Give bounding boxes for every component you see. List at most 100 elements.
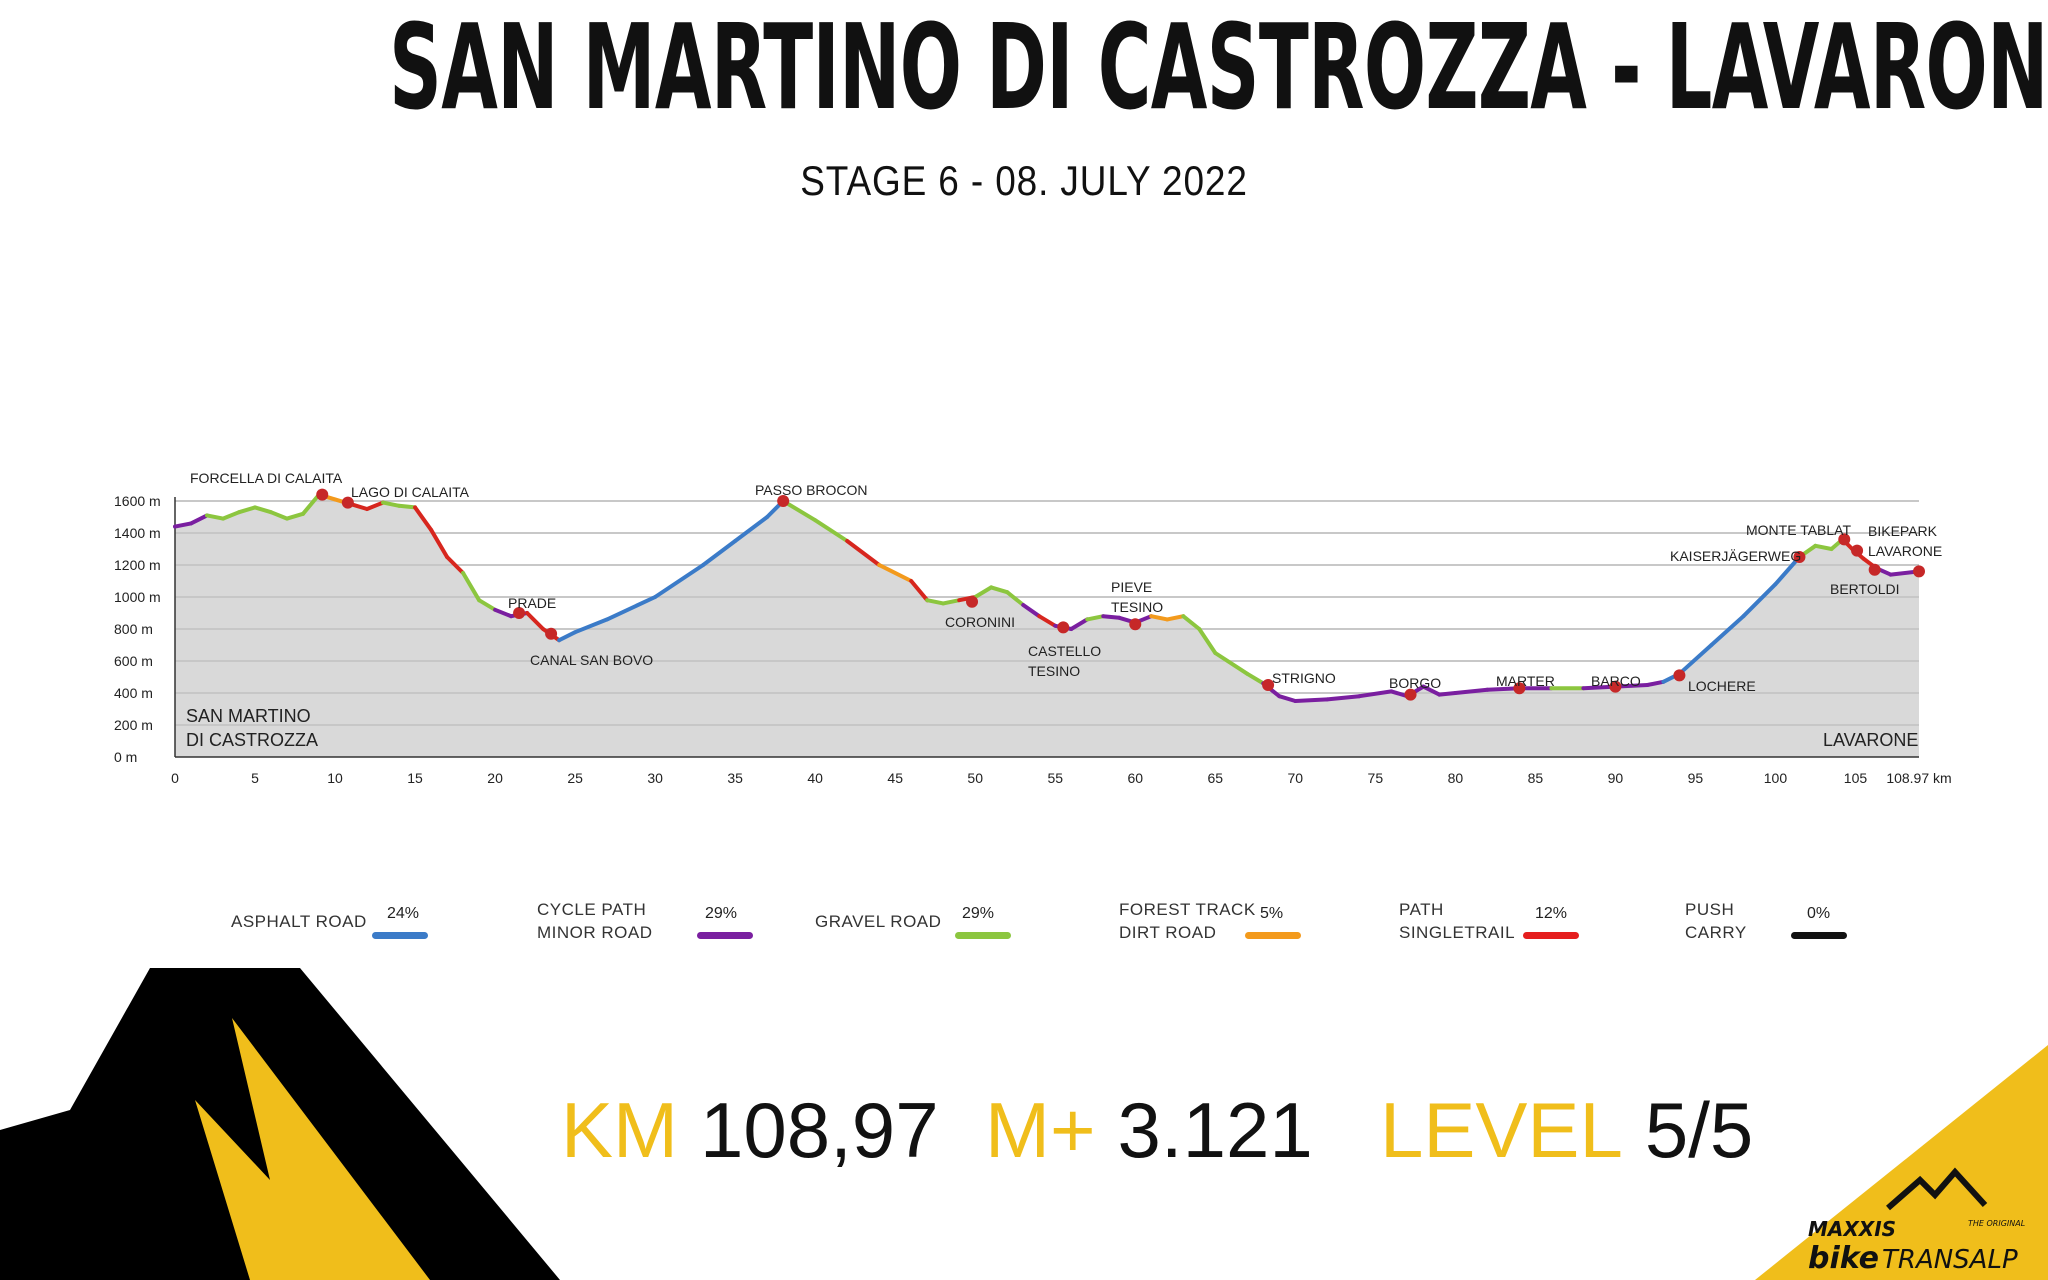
legend-swatch [697,932,753,939]
waypoint-label: PASSO BROCON [755,482,868,498]
legend-pct: 5% [1260,905,1284,922]
legend-swatch [1523,932,1579,939]
profile-segment [1421,684,1442,697]
x-tick-label: 100 [1764,770,1788,786]
waypoint-label: CORONINI [945,614,1015,630]
legend-label: GRAVEL ROAD [815,912,942,931]
profile-segment [1677,643,1714,676]
x-tick-label: 85 [1528,770,1544,786]
profile-segment [221,510,242,521]
y-tick-label: 200 m [114,717,153,733]
legend-pct: 29% [962,905,995,922]
profile-segment [989,585,1010,595]
legend-pct: 12% [1535,905,1568,922]
stat-level-value: 5/5 [1644,1086,1754,1174]
waypoint-marker [316,488,329,501]
waypoint-label: BORGO [1389,675,1441,691]
legend-asphalt: ASPHALT ROAD 24% [231,898,431,948]
profile-segment [301,492,322,516]
profile-segment [653,563,706,599]
legend-gravel: GRAVEL ROAD 29% [815,898,1015,948]
legend-label: PUSH CARRY [1685,900,1747,942]
profile-segment [237,505,258,515]
profile-segment [1005,590,1026,607]
x-tick-label: 80 [1448,770,1464,786]
waypoint-label: MONTE TABLAT [1746,522,1851,538]
profile-segment [573,617,610,635]
profile-segment [845,539,882,567]
profile-segment [941,598,962,606]
profile-segment [1773,555,1802,587]
x-tick-label: 45 [887,770,903,786]
corner-yellow-shape [1755,1045,2048,1280]
x-tick-label: 65 [1207,770,1223,786]
profile-segment [285,511,306,521]
legend-path: PATH SINGLETRAIL 12% [1399,898,1599,948]
y-tick-label: 1200 m [114,557,161,573]
waypoint-label: PRADE [508,595,556,611]
profile-segment [1741,582,1778,619]
legend-label: CYCLE PATH MINOR ROAD [537,900,653,942]
waypoint-label: PIEVE [1111,579,1152,595]
waypoint-marker [1262,679,1275,691]
x-tick-label: 35 [727,770,743,786]
waypoint-label: LAVARONE [1868,543,1942,559]
waypoint-marker [1851,544,1864,557]
profile-segment [1813,543,1834,551]
waypoint-marker [545,627,558,640]
waypoint-marker [513,607,526,619]
y-tick-label: 1000 m [114,589,161,605]
profile-segment [525,611,546,631]
legend-label: FOREST TRACK DIRT ROAD [1119,900,1256,942]
waypoint-marker [777,495,790,507]
waypoint-label: TESINO [1111,599,1163,615]
profile-segment [189,513,210,526]
legend-swatch [955,932,1011,939]
waypoint-marker [1673,669,1686,682]
y-tick-label: 800 m [114,621,153,637]
waypoint-label: LOCHERE [1688,678,1756,694]
profile-segment [605,595,658,622]
profile-segment [1437,691,1458,697]
profile-segment [205,513,226,521]
profile-segment [1709,614,1746,647]
waypoint-marker [1057,621,1070,634]
maxxis-transalp-logo: MAXXIS THE ORIGINAL bike TRANSALP [1808,1167,2025,1276]
logo-tag-text: THE ORIGINAL [1968,1219,2025,1228]
profile-segment [397,503,418,510]
waypoint-marker [1868,563,1881,576]
waypoint-label: BIKEPARK [1868,523,1938,539]
x-tick-label: 0 [171,770,179,786]
waypoint-label: CASTELLO [1028,643,1101,659]
stat-distance-key: KM [561,1086,678,1174]
legend-pct: 0% [1807,905,1831,922]
legend-cycle: CYCLE PATH MINOR ROAD 29% [537,898,767,948]
profile-segment [349,502,370,511]
x-tick-label: 20 [487,770,503,786]
profile-segment [1645,679,1666,687]
legend-push: PUSH CARRY 0% [1685,898,1885,948]
legend-swatch [1245,932,1301,939]
profile-segment [1453,687,1490,695]
legend-swatch [1791,932,1847,939]
profile-segment [1085,614,1106,622]
profile-segment [253,505,274,515]
profile-segment [1325,694,1362,702]
profile-segment [701,539,738,567]
mountain-yellow-shape [195,1018,430,1280]
x-tick-label: 10 [327,770,343,786]
x-tick-label: 90 [1608,770,1624,786]
profile-segment [1357,689,1394,699]
legend-pct: 24% [387,905,420,922]
profile-segment [733,515,770,543]
profile-segment [973,585,994,599]
stat-distance: KM 108,97 [561,1085,939,1176]
x-tick-label: 95 [1688,770,1704,786]
logo-bike-text: bike [1808,1241,1879,1276]
x-tick-label: 40 [807,770,823,786]
stat-climb: M+ 3.121 [985,1085,1313,1176]
profile-segment [1277,694,1298,703]
y-tick-label: 1600 m [114,493,161,509]
x-tick-label: 75 [1368,770,1384,786]
stat-distance-value: 108,97 [700,1086,939,1174]
